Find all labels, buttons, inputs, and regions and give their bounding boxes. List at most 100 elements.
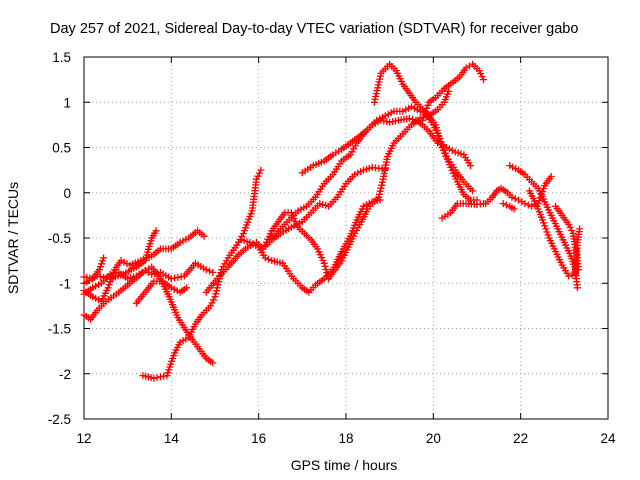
- data-point: [573, 284, 581, 292]
- data-point: [107, 275, 115, 283]
- data-point: [375, 193, 383, 201]
- data-point: [103, 274, 111, 282]
- data-point: [105, 281, 113, 289]
- data-point: [321, 262, 329, 270]
- data-point: [441, 150, 449, 157]
- data-point: [524, 201, 532, 209]
- data-point: [174, 273, 182, 281]
- data-point: [377, 184, 385, 192]
- data-point: [177, 273, 185, 281]
- data-point: [99, 257, 107, 265]
- x-tick-label: 22: [513, 431, 528, 446]
- data-point: [440, 147, 448, 154]
- data-point: [376, 187, 384, 195]
- data-point: [423, 104, 431, 112]
- data-point: [422, 107, 430, 115]
- data-point: [183, 284, 191, 292]
- data-point: [565, 220, 573, 228]
- y-axis-label: SDTVAR / TECUs: [5, 182, 21, 294]
- series-track-h: [202, 163, 389, 296]
- data-point: [167, 275, 175, 283]
- data-point: [106, 278, 114, 286]
- data-point: [503, 201, 510, 209]
- data-point: [521, 200, 529, 208]
- y-tick-label: -2: [59, 367, 71, 382]
- data-point: [323, 269, 331, 277]
- series-track-b: [80, 254, 108, 283]
- data-point: [576, 225, 584, 233]
- data-point: [540, 219, 548, 227]
- data-point: [209, 359, 217, 367]
- series-track-e: [80, 227, 208, 305]
- data-point: [510, 205, 518, 213]
- y-tick-label: 0.5: [52, 141, 71, 156]
- data-point: [92, 294, 100, 302]
- data-point: [95, 266, 103, 274]
- data-point: [568, 271, 576, 279]
- y-tick-label: -2.5: [48, 412, 71, 427]
- data-point: [439, 144, 447, 151]
- data-point: [104, 284, 112, 292]
- data-point: [208, 299, 216, 307]
- y-tick-label: -0.5: [48, 231, 71, 246]
- data-point: [108, 272, 116, 280]
- data-point: [543, 228, 551, 236]
- data-point: [211, 293, 219, 301]
- data-point: [213, 284, 221, 292]
- data-point: [477, 70, 485, 78]
- data-point: [206, 267, 213, 275]
- series-track-r: [499, 200, 518, 213]
- series-track-n: [418, 60, 487, 124]
- x-tick-label: 20: [426, 431, 441, 446]
- x-tick-label: 14: [164, 431, 180, 446]
- y-tick-label: -1.5: [48, 322, 71, 337]
- series-track-g: [132, 277, 191, 307]
- data-point: [210, 296, 217, 304]
- data-point: [418, 116, 426, 124]
- axis-ticks: [83, 56, 609, 420]
- data-point: [405, 115, 413, 122]
- data-point: [100, 254, 108, 262]
- y-tick-label: 1.5: [52, 50, 71, 65]
- data-point: [202, 266, 210, 274]
- data-point: [110, 269, 117, 277]
- x-tick-labels: 12 14 16 18 20 22 24: [76, 431, 616, 446]
- series-track-k: [268, 115, 474, 242]
- data-point: [152, 227, 160, 235]
- data-point: [438, 141, 446, 148]
- y-tick-labels: -2.5 -2 -1.5 -1 -0.5 0 0.5 1 1.5: [48, 50, 71, 427]
- data-point: [212, 290, 220, 298]
- data-point: [249, 240, 257, 248]
- data-point: [92, 282, 100, 290]
- series-track-o: [438, 200, 487, 222]
- data-point: [257, 166, 265, 174]
- data-point: [499, 200, 507, 208]
- data-point: [150, 374, 158, 382]
- series-track-f: [139, 166, 265, 382]
- data-series: [80, 60, 584, 382]
- data-point: [376, 190, 383, 198]
- data-point: [574, 266, 582, 274]
- y-tick-label: -1: [59, 276, 71, 291]
- y-tick-label: 1: [63, 95, 71, 110]
- chart-title: Day 257 of 2021, Sidereal Day-to-day VTE…: [50, 21, 578, 37]
- x-axis-label: GPS time / hours: [291, 457, 398, 473]
- data-point: [156, 373, 164, 381]
- data-point: [320, 259, 328, 267]
- data-point: [378, 178, 386, 186]
- data-point: [475, 67, 483, 75]
- series-track-t: [552, 202, 582, 274]
- data-point: [480, 76, 487, 84]
- data-point: [265, 255, 272, 263]
- data-point: [207, 302, 215, 310]
- data-point: [153, 374, 161, 382]
- data-point: [445, 87, 453, 95]
- data-point: [566, 223, 574, 231]
- data-point: [322, 266, 330, 273]
- data-point: [421, 110, 429, 118]
- data-point: [209, 268, 217, 276]
- data-point: [254, 172, 262, 180]
- data-point: [478, 73, 486, 81]
- data-point: [542, 225, 550, 233]
- data-point: [200, 232, 208, 240]
